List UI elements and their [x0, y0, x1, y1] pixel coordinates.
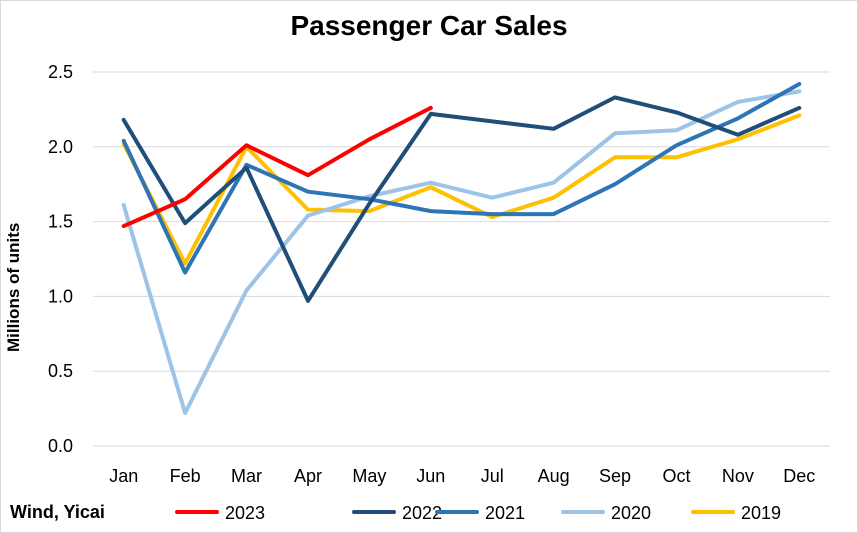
y-tick-label: 2.0 — [48, 137, 73, 157]
x-tick-label: Oct — [662, 466, 690, 486]
x-tick-label: Mar — [231, 466, 262, 486]
x-tick-label: Jul — [481, 466, 504, 486]
y-tick-label: 0.5 — [48, 361, 73, 381]
y-tick-label: 1.5 — [48, 212, 73, 232]
x-tick-label: Aug — [538, 466, 570, 486]
x-tick-label: May — [352, 466, 386, 486]
x-tick-label: Nov — [722, 466, 754, 486]
series-line-2023 — [121, 105, 433, 229]
y-tick-label: 1.0 — [48, 286, 73, 306]
x-tick-label: Feb — [170, 466, 201, 486]
y-tick-label: 2.5 — [48, 62, 73, 82]
y-tick-label: 0.0 — [48, 436, 73, 456]
chart-title: Passenger Car Sales — [290, 10, 568, 41]
x-tick-label: Apr — [294, 466, 322, 486]
legend-label: 2020 — [611, 503, 651, 523]
series-line-2019 — [121, 113, 802, 266]
source-note: Wind, Yicai — [10, 502, 105, 522]
series-line-2022 — [121, 95, 802, 303]
x-tick-label: Jan — [109, 466, 138, 486]
series-line-2021 — [121, 82, 802, 275]
x-tick-label: Dec — [783, 466, 815, 486]
series-line-2020 — [121, 89, 802, 416]
x-tick-label: Sep — [599, 466, 631, 486]
legend-label: 2019 — [741, 503, 781, 523]
legend-label: 2023 — [225, 503, 265, 523]
x-tick-label: Jun — [416, 466, 445, 486]
legend-label: 2021 — [485, 503, 525, 523]
legend-label: 2022 — [402, 503, 442, 523]
